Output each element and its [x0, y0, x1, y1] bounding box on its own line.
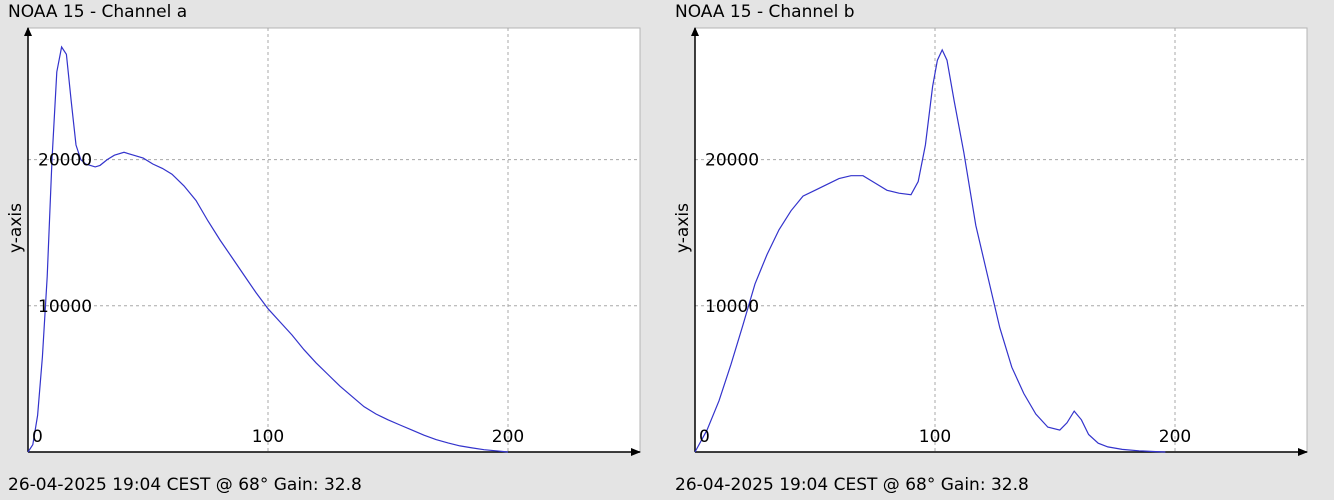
chart-plot-area: 0 100 200 10000 20000 y-axis	[6, 27, 641, 456]
series-line	[27, 45, 509, 453]
y-tick-label: 10000	[38, 297, 92, 317]
y-tick-label: 20000	[38, 151, 92, 171]
x-tick-label: 0	[32, 427, 43, 447]
plot-background	[694, 27, 1308, 453]
chart-plot-area: 0 100 200 10000 20000 y-axis	[673, 27, 1308, 456]
y-axis-arrow-icon	[691, 27, 699, 36]
y-tick-label: 20000	[705, 151, 759, 171]
chart-title: NOAA 15 - Channel b	[675, 2, 855, 22]
chart-footer: 26-04-2025 19:04 CEST @ 68° Gain: 32.8	[675, 475, 1029, 495]
plot-background	[27, 27, 641, 453]
x-tick-label: 100	[919, 427, 951, 447]
chart-footer: 26-04-2025 19:04 CEST @ 68° Gain: 32.8	[8, 475, 362, 495]
x-tick-label: 200	[1159, 427, 1191, 447]
chart-title: NOAA 15 - Channel a	[8, 2, 188, 22]
y-axis-arrow-icon	[24, 27, 32, 36]
chart-panel-channel-b: NOAA 15 - Channel b 0 100 200 10000 20000 y-a…	[667, 0, 1334, 500]
x-tick-label: 200	[492, 427, 524, 447]
chart-panel-channel-a: NOAA 15 - Channel a 0 100 200 10000 20000 y-a…	[6, 2, 641, 495]
y-axis-label: y-axis	[6, 203, 26, 253]
series-line	[694, 48, 1166, 453]
x-tick-label: 100	[252, 427, 284, 447]
x-axis-arrow-icon	[631, 448, 641, 456]
x-tick-label: 0	[699, 427, 710, 447]
x-axis-arrow-icon	[1298, 448, 1308, 456]
y-axis-label: y-axis	[673, 203, 693, 253]
y-tick-label: 10000	[705, 297, 759, 317]
